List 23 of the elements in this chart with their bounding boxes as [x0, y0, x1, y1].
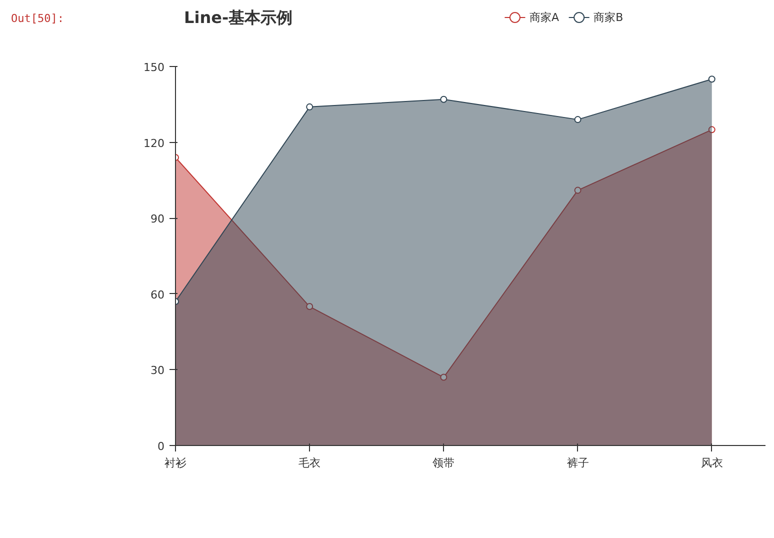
- point: [708, 76, 716, 83]
- x-tick-label: 裤子: [566, 456, 589, 470]
- y-tick-label: 30: [150, 364, 165, 378]
- point: [574, 186, 582, 194]
- y-tick-label: 90: [150, 212, 165, 226]
- y-tick-label: 0: [158, 440, 164, 453]
- point: [306, 103, 314, 110]
- text: Out[50]:: [11, 11, 64, 27]
- y-tick-label: 60: [150, 288, 165, 302]
- y-tick-label: 150: [144, 61, 165, 74]
- point: [440, 96, 448, 103]
- point: [306, 303, 314, 310]
- legend-label: 商家A: [530, 11, 560, 24]
- x-tick-label: 毛衣: [298, 456, 321, 470]
- x-tick-label: 风衣: [700, 456, 723, 470]
- x-tick-label: 领带: [432, 456, 455, 470]
- point: [708, 126, 716, 134]
- point: [440, 374, 448, 381]
- chart-title: Line-基本示例: [184, 8, 293, 27]
- x-tick-label: 衬衫: [164, 456, 186, 470]
- legend-label: 商家B: [594, 11, 624, 24]
- point: [574, 116, 582, 124]
- y-tick-label: 120: [144, 136, 165, 150]
